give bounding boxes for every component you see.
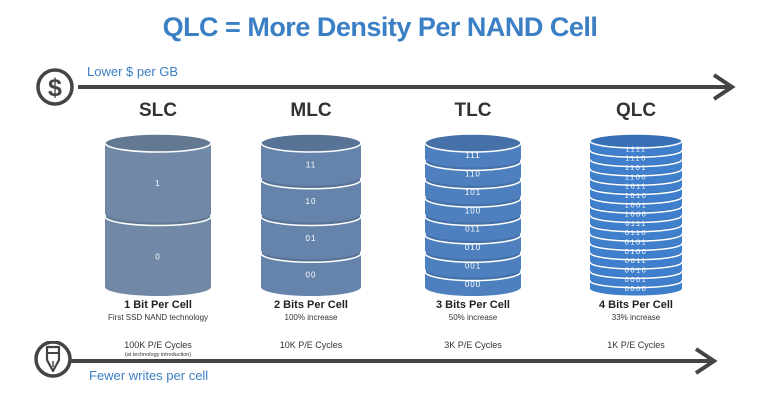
tlc-heading: TLC bbox=[454, 100, 492, 121]
cell-level-label: 0011 bbox=[625, 256, 647, 265]
qlc-cycles: 1K P/E Cycles bbox=[607, 340, 665, 350]
cell-level-segment bbox=[261, 253, 361, 296]
mlc-stack: 00 01 10 11 bbox=[260, 133, 362, 296]
cell-level-label: 001 bbox=[465, 261, 481, 270]
cell-level-segment bbox=[261, 143, 361, 186]
mlc-bits-label: 2 Bits Per Cell bbox=[274, 299, 348, 311]
cell-level-label: 0000 bbox=[625, 284, 648, 293]
cell-level-top bbox=[589, 133, 683, 149]
cell-level-segment bbox=[105, 143, 211, 223]
cell-level-label: 0110 bbox=[625, 228, 647, 237]
cell-level-label: 0001 bbox=[625, 275, 648, 284]
cell-level-top bbox=[104, 133, 212, 153]
cell-level-label: 111 bbox=[465, 151, 480, 160]
tlc-cycles: 3K P/E Cycles bbox=[444, 340, 502, 350]
cell-level-label: 110 bbox=[465, 170, 481, 179]
cell-level-label: 1 bbox=[155, 179, 160, 188]
mlc-subtitle: 100% increase bbox=[284, 313, 338, 322]
mlc-heading: MLC bbox=[290, 100, 332, 121]
cell-level-top bbox=[260, 133, 362, 153]
cell-level-label: 0010 bbox=[625, 265, 648, 274]
cell-level-label: 10 bbox=[306, 197, 317, 206]
cell-level-label: 01 bbox=[306, 234, 317, 243]
slc-heading: SLC bbox=[139, 100, 177, 121]
cell-level-segment bbox=[105, 216, 211, 296]
page-title: QLC = More Density Per NAND Cell bbox=[162, 12, 598, 42]
pen-icon bbox=[34, 341, 72, 378]
nand-cell-stacks: 0100011011000001010011100101110111000000… bbox=[104, 133, 683, 296]
svg-text:$: $ bbox=[48, 74, 62, 102]
tlc-stack: 000 001 010 011 100 101 110 111 bbox=[424, 133, 522, 296]
cell-level-label: 101 bbox=[465, 188, 481, 197]
qlc-bits-label: 4 Bits Per Cell bbox=[599, 299, 673, 311]
cost-arrow-label: Lower $ per GB bbox=[87, 64, 179, 79]
endurance-arrow bbox=[34, 341, 718, 378]
cell-level-label: 1100 bbox=[625, 172, 647, 181]
mlc-cycles: 10K P/E Cycles bbox=[279, 340, 343, 350]
cell-level-label: 1010 bbox=[625, 191, 648, 200]
tlc-bits-label: 3 Bits Per Cell bbox=[436, 299, 510, 311]
cell-level-label: 00 bbox=[306, 271, 317, 280]
cell-level-label: 1001 bbox=[625, 200, 648, 209]
cost-arrow: $ bbox=[36, 68, 736, 106]
cell-level-label: 100 bbox=[465, 206, 481, 215]
cell-level-label: 0101 bbox=[625, 238, 648, 247]
cell-level-label: 1000 bbox=[625, 210, 648, 219]
qlc-subtitle: 33% increase bbox=[611, 313, 661, 322]
cell-level-label: 0 bbox=[155, 252, 160, 261]
qlc-heading: QLC bbox=[615, 100, 657, 121]
cell-level-label: 1011 bbox=[625, 182, 647, 191]
slc-cycles-note: (at technology introduction) bbox=[124, 352, 192, 358]
slc-subtitle: First SSD NAND technology bbox=[107, 313, 209, 322]
cell-level-segment bbox=[261, 179, 361, 223]
cell-level-label: 010 bbox=[465, 243, 481, 252]
cell-level-label: 0111 bbox=[625, 219, 647, 228]
endurance-arrow-label: Fewer writes per cell bbox=[89, 368, 209, 383]
slc-cycles: 100K P/E Cycles bbox=[124, 340, 192, 350]
cell-level-label: 0100 bbox=[625, 247, 648, 256]
cell-level-label: 011 bbox=[465, 225, 481, 234]
cell-level-label: 1111 bbox=[625, 144, 646, 153]
tlc-subtitle: 50% increase bbox=[448, 313, 498, 322]
qlc-stack: 0000000100100011010001010110011110001001… bbox=[589, 133, 683, 296]
cell-level-top bbox=[424, 133, 522, 153]
slc-bits-label: 1 Bit Per Cell bbox=[124, 299, 192, 311]
cell-level-label: 11 bbox=[306, 160, 316, 169]
cell-level-segment bbox=[261, 216, 361, 260]
dollar-icon: $ bbox=[36, 68, 74, 106]
slc-stack: 01 bbox=[104, 133, 212, 296]
cell-level-label: 1101 bbox=[625, 163, 647, 172]
cell-level-label: 1110 bbox=[625, 154, 647, 163]
cell-level-label: 000 bbox=[465, 280, 481, 289]
